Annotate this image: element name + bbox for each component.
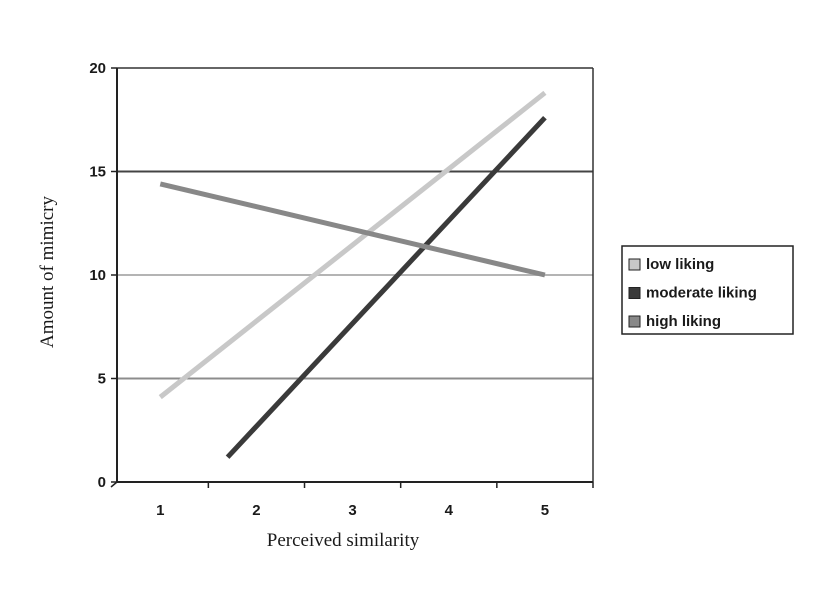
series-line xyxy=(159,181,546,278)
legend-swatch xyxy=(628,287,641,299)
x-tick-label: 2 xyxy=(252,502,260,519)
x-tick-label: 4 xyxy=(445,502,454,519)
y-tick-label: 10 xyxy=(89,267,106,284)
series-line xyxy=(158,90,547,400)
legend-swatch xyxy=(628,258,641,271)
y-tick-label: 0 xyxy=(98,474,106,491)
legend-box xyxy=(621,245,794,335)
legend-label: moderate liking xyxy=(646,285,757,302)
y-tick-label: 5 xyxy=(98,371,106,388)
y-tick-label: 15 xyxy=(89,164,106,181)
axis-depth-line xyxy=(110,481,118,488)
y-tick-label: 20 xyxy=(89,60,106,77)
x-tick-label: 1 xyxy=(156,502,164,519)
legend-label: low liking xyxy=(646,256,714,273)
series-line xyxy=(225,115,547,459)
x-tick-label: 3 xyxy=(348,502,356,519)
legend-label: high liking xyxy=(646,313,721,330)
x-axis-title: Perceived similarity xyxy=(267,530,420,551)
legend-swatch xyxy=(628,315,641,328)
x-tick-label: 5 xyxy=(541,502,549,519)
y-axis-title: Amount of mimicry xyxy=(37,196,58,348)
